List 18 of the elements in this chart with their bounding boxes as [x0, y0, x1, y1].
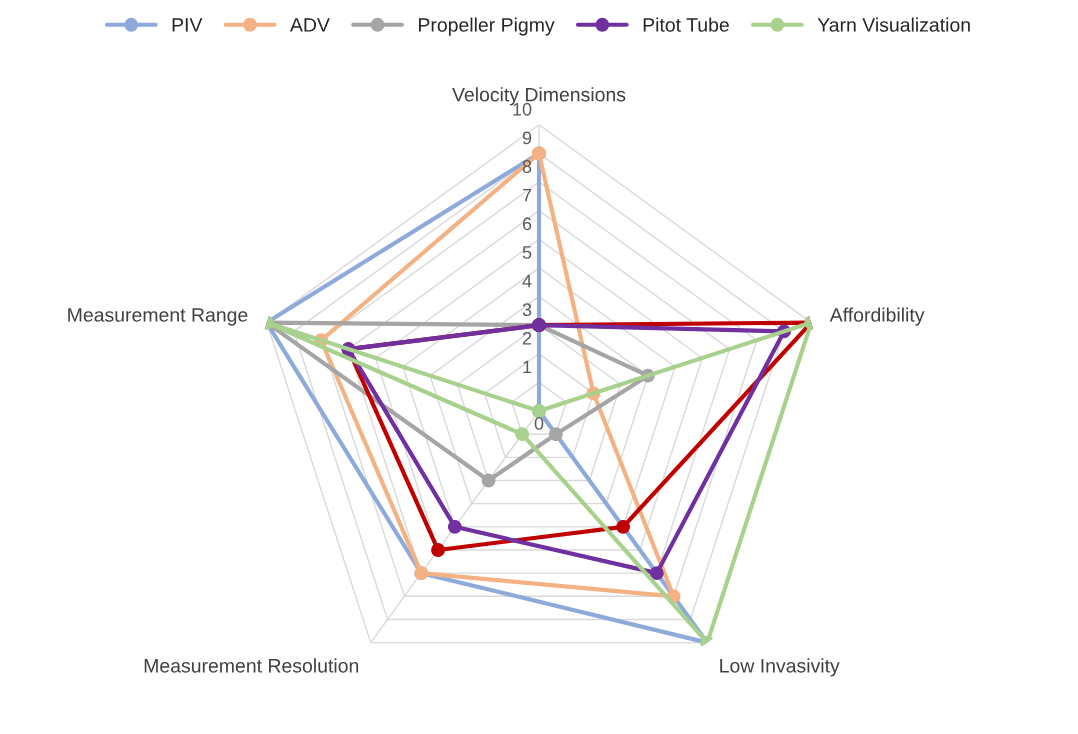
y-tick-label: 2	[522, 331, 532, 345]
legend-label: Yarn Visualization	[817, 17, 970, 32]
y-tick-label: 0	[534, 417, 544, 430]
legend-label: Propeller Pigmy	[419, 17, 555, 36]
y-tick-label: 5	[522, 246, 532, 259]
y-tick-label: 6	[522, 217, 532, 231]
spoke-label: Affordibility	[829, 307, 925, 326]
spoke-label: Measurement Range	[68, 308, 248, 326]
y-tick-label: 7	[522, 188, 532, 202]
legend-label: PIV	[172, 18, 203, 32]
legend-label: ADV	[289, 18, 330, 32]
legend-label: Pitot Tube	[643, 17, 729, 32]
spoke-label: Low Invasivity	[720, 658, 840, 677]
y-tick-label: 1	[523, 360, 532, 374]
y-tick-label: 9	[522, 131, 532, 145]
y-tick-label: 3	[522, 303, 532, 317]
y-tick-label: 4	[522, 274, 532, 288]
spoke-label: Measurement Resolution	[144, 658, 359, 673]
